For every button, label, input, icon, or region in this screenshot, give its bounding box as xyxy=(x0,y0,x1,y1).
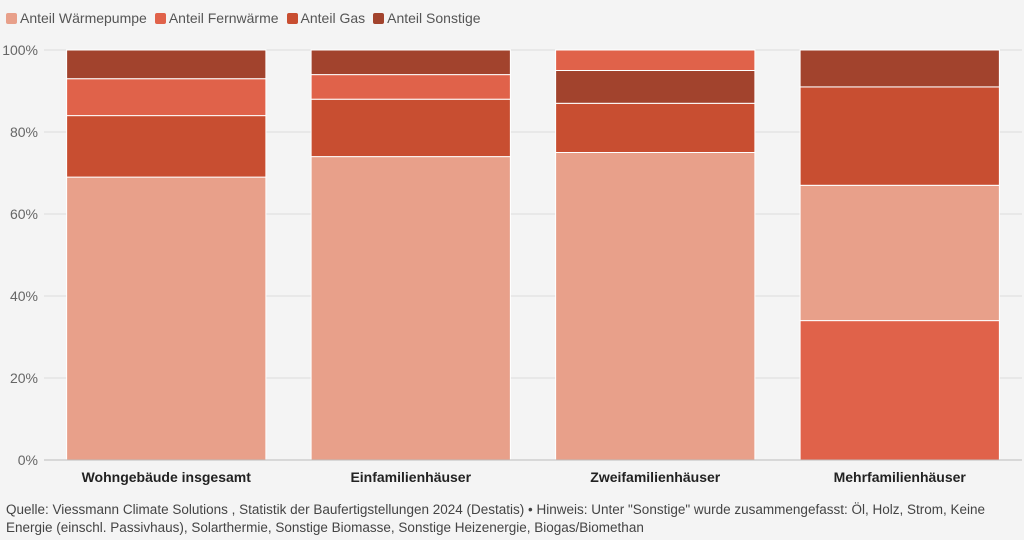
bar-segment xyxy=(555,152,756,461)
legend-label-gas: Anteil Gas xyxy=(300,10,366,26)
y-tick-label: 80% xyxy=(10,124,38,140)
legend-swatch-gas xyxy=(286,12,298,24)
legend-item-sonstige: Anteil Sonstige xyxy=(373,10,481,26)
legend-item-fernwaerme: Anteil Fernwärme xyxy=(154,10,279,26)
stacked-bar-chart: 0% 20% 40% 60% 80% 100% Wohngebäude insgesamt E… xyxy=(2,42,1022,485)
legend-item-waermepumpe: Anteil Wärmepumpe xyxy=(6,10,147,26)
legend-swatch-sonstige xyxy=(373,12,385,24)
bar-segment xyxy=(555,70,756,104)
source-note: Quelle: Viessmann Climate Solutions , St… xyxy=(6,502,986,535)
bar-segment xyxy=(799,184,1000,322)
bar-segment xyxy=(799,86,1000,186)
bar-segment xyxy=(66,78,267,117)
bar-segment xyxy=(799,49,1000,88)
bar-segment xyxy=(66,176,267,461)
bar-segment xyxy=(310,98,511,158)
x-category-label: Mehrfamilienhäuser xyxy=(834,469,967,485)
legend-swatch-waermepumpe xyxy=(6,12,17,24)
bar-segment xyxy=(66,49,267,80)
legend-item-gas: Anteil Gas xyxy=(286,10,366,26)
bar-segment xyxy=(555,102,756,154)
y-tick-label: 60% xyxy=(10,206,38,222)
y-tick-label: 20% xyxy=(10,370,38,386)
bar-segment xyxy=(310,49,511,76)
bar-segment xyxy=(310,74,511,100)
legend-label-waermepumpe: Anteil Wärmepumpe xyxy=(20,10,147,26)
bar-segment xyxy=(799,320,1000,461)
bar-segment xyxy=(555,49,756,71)
y-tick-label: 0% xyxy=(18,452,38,468)
x-category-label: Einfamilienhäuser xyxy=(350,469,471,485)
x-category-label: Wohngebäude insgesamt xyxy=(82,469,252,485)
legend-label-sonstige: Anteil Sonstige xyxy=(387,10,481,26)
chart-legend: Anteil Wärmepumpe Anteil Fernwärme Antei… xyxy=(6,10,481,26)
bar-segment xyxy=(310,156,511,461)
y-tick-label: 100% xyxy=(2,42,38,58)
y-tick-label: 40% xyxy=(10,288,38,304)
x-category-label: Zweifamilienhäuser xyxy=(590,469,720,485)
legend-swatch-fernwaerme xyxy=(154,12,166,24)
legend-label-fernwaerme: Anteil Fernwärme xyxy=(168,10,279,26)
bar-segment xyxy=(66,115,267,178)
